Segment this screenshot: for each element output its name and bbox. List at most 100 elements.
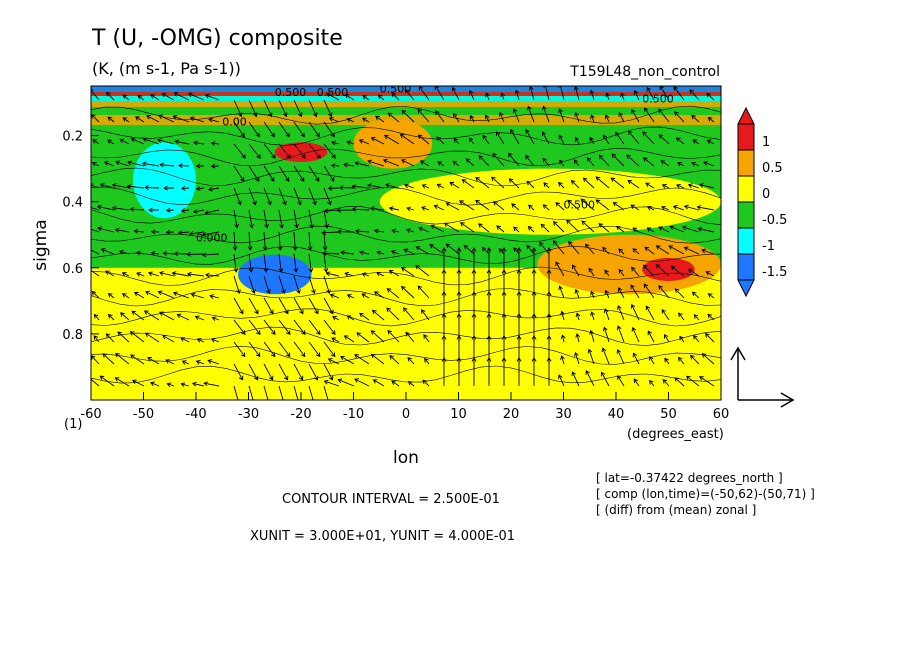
wind-vector-524 bbox=[646, 227, 655, 233]
wind-vector-62 bbox=[150, 229, 160, 235]
wind-vector-377 bbox=[486, 357, 492, 386]
info-latitude: [ lat=-0.37422 degrees_north ] bbox=[596, 471, 783, 485]
wind-vector-28 bbox=[122, 94, 130, 101]
wind-vector-547 bbox=[674, 111, 685, 123]
wind-vector-504 bbox=[633, 89, 640, 101]
wind-vector-298 bbox=[403, 183, 415, 189]
wind-vector-117 bbox=[204, 209, 220, 215]
wind-vector-471 bbox=[590, 290, 595, 299]
wind-vector-227 bbox=[330, 163, 340, 169]
wind-vector-481 bbox=[595, 199, 610, 211]
wind-vector-311 bbox=[419, 160, 430, 167]
wind-vector-53 bbox=[129, 331, 145, 343]
wind-vector-452 bbox=[570, 179, 580, 189]
wind-vector-225 bbox=[328, 117, 340, 123]
wind-vector-488 bbox=[601, 347, 610, 365]
wind-vector-503 bbox=[617, 375, 625, 387]
wind-vector-187 bbox=[293, 209, 299, 229]
wind-vector-565 bbox=[683, 204, 700, 211]
x-tick-label-6: 0 bbox=[402, 407, 410, 422]
wind-vector-90 bbox=[177, 230, 190, 236]
wind-vector-61 bbox=[148, 207, 160, 213]
wind-vector-322 bbox=[434, 86, 445, 101]
wind-vector-407 bbox=[527, 105, 535, 123]
wind-vector-243 bbox=[336, 207, 355, 213]
wind-vector-525 bbox=[644, 246, 655, 255]
wind-vector-501 bbox=[616, 325, 625, 343]
wind-vector-460 bbox=[574, 351, 580, 365]
wind-vector-73 bbox=[159, 162, 175, 168]
contour-line-5 bbox=[91, 206, 721, 226]
wind-vector-564 bbox=[687, 183, 700, 189]
wind-vector-365 bbox=[484, 114, 490, 123]
wind-vector-33 bbox=[111, 205, 130, 211]
wind-vector-266 bbox=[377, 94, 385, 101]
wind-vector-228 bbox=[327, 185, 340, 191]
wind-vector-337 bbox=[453, 112, 460, 123]
wind-vector-286 bbox=[391, 228, 400, 234]
wind-vector-302 bbox=[400, 267, 415, 277]
wind-vector-57 bbox=[146, 115, 160, 123]
wind-vector-171 bbox=[278, 165, 290, 182]
wind-vector-46 bbox=[126, 184, 145, 189]
contour-line-3 bbox=[91, 167, 721, 187]
wind-vector-20 bbox=[97, 226, 115, 233]
x-tick-label-9: 30 bbox=[555, 407, 572, 422]
contour-lines bbox=[91, 105, 721, 384]
y-tick-label-1: 0.4 bbox=[62, 196, 83, 211]
wind-vector-287 bbox=[390, 250, 400, 255]
wind-vector-308 bbox=[418, 86, 430, 101]
wind-vector-215 bbox=[323, 209, 329, 229]
wind-vector-256 bbox=[351, 184, 370, 190]
wind-vector-222 bbox=[323, 363, 334, 381]
wind-vector-238 bbox=[344, 94, 355, 101]
wind-vector-264 bbox=[354, 354, 370, 365]
y-axis-ticks: 0.2 0.4 0.6 0.8 bbox=[62, 130, 99, 343]
wind-vector-536 bbox=[661, 184, 670, 189]
wind-vector-580 bbox=[697, 226, 715, 233]
wind-vector-96 bbox=[181, 360, 190, 365]
wind-vector-566 bbox=[681, 225, 700, 233]
wind-vector-378 bbox=[500, 92, 505, 101]
wind-vector-292 bbox=[389, 355, 400, 365]
wind-vector-572 bbox=[689, 354, 700, 365]
wind-vector-454 bbox=[566, 219, 580, 233]
wind-vector-195 bbox=[293, 385, 301, 400]
wind-vector-23 bbox=[107, 292, 115, 299]
wind-vector-248 bbox=[346, 315, 355, 321]
wind-vector-399 bbox=[513, 247, 520, 255]
wind-vector-499 bbox=[617, 287, 625, 299]
wind-vector-275 bbox=[373, 291, 385, 299]
wind-vector-396 bbox=[508, 178, 520, 189]
wind-vector-539 bbox=[655, 245, 670, 255]
wind-vector-394 bbox=[510, 128, 520, 145]
wind-vector-562 bbox=[692, 139, 700, 145]
x-tick-label-11: 50 bbox=[660, 407, 677, 422]
wind-vector-272 bbox=[373, 228, 385, 234]
wind-vector-258 bbox=[354, 228, 370, 234]
wind-vector-80 bbox=[159, 311, 175, 321]
wind-vector-461 bbox=[571, 371, 580, 387]
wind-vector-325 bbox=[437, 161, 445, 167]
wind-vector-314 bbox=[418, 226, 430, 233]
wind-vector-66 bbox=[143, 310, 160, 321]
wind-vector-321 bbox=[422, 379, 430, 387]
wind-vector-220 bbox=[323, 319, 336, 335]
colorbar-label-5: -1.5 bbox=[762, 265, 787, 280]
wind-vector-268 bbox=[370, 136, 385, 145]
wind-vector-79 bbox=[157, 290, 175, 299]
wind-vector-70 bbox=[161, 92, 175, 101]
wind-vector-40 bbox=[115, 352, 130, 365]
wind-vector-250 bbox=[340, 355, 355, 365]
wind-vector-490 bbox=[620, 92, 625, 101]
wind-vector-109 bbox=[196, 338, 205, 343]
wind-vector-295 bbox=[401, 109, 415, 123]
wind-vector-81 bbox=[162, 335, 175, 343]
wind-vector-343 bbox=[445, 243, 460, 255]
wind-vector-449 bbox=[574, 111, 580, 123]
wind-vector-56 bbox=[150, 94, 160, 101]
colorbar-label-4: -1 bbox=[762, 239, 775, 254]
wind-vector-355 bbox=[459, 200, 475, 211]
wind-vector-5 bbox=[91, 207, 100, 211]
wind-vector-487 bbox=[602, 326, 610, 343]
